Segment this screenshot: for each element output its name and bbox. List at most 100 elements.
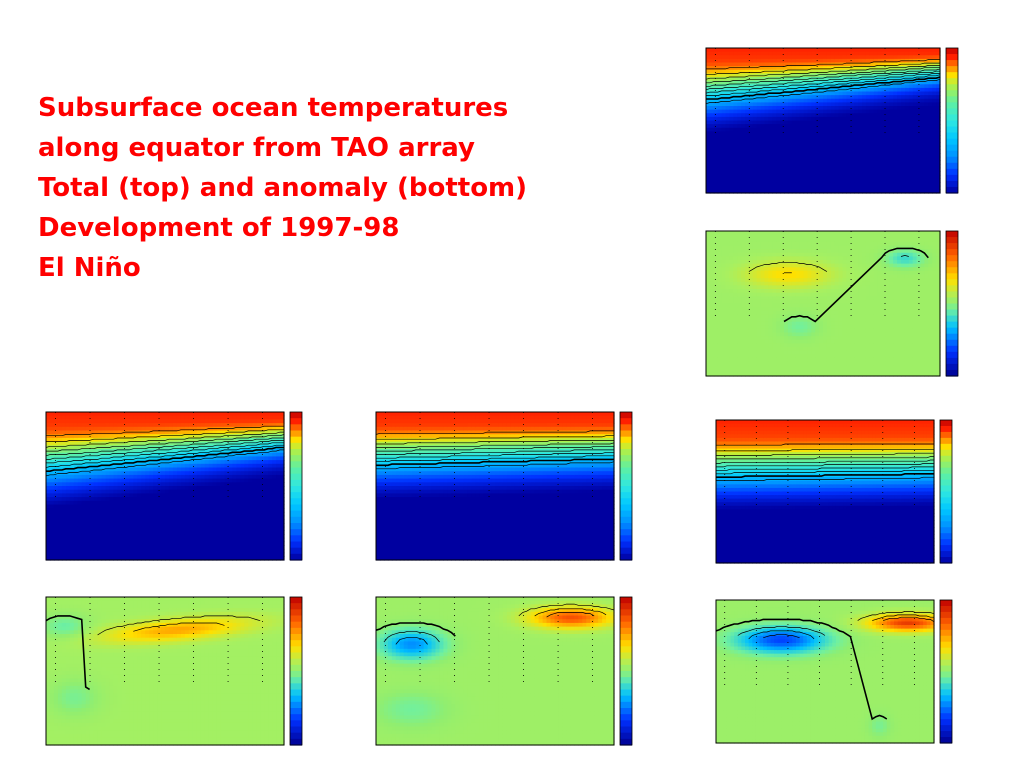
panel-1-cell [889,145,894,151]
panel-2-cell [756,267,762,272]
panel-1-cell [897,55,902,60]
panel-1-cell [787,120,793,125]
panel-2-cell [881,357,886,363]
panel-2-cell [842,267,847,272]
panel-1-cell [764,84,769,89]
panel-2-cell [760,332,766,337]
panel-1-cell [924,91,929,96]
panel-1-cell [706,189,711,194]
panel-2-cell [752,292,758,297]
panel-2-cell [760,285,766,290]
panel-2-cell [932,241,937,247]
panel-2-cell [776,263,781,268]
panel-2-cell [838,318,844,323]
panel-2-cell [904,267,910,272]
panel-2-cell [772,299,777,305]
panel-2-cell [807,285,812,290]
panel-1-cell [752,164,758,169]
panel-1-cell [819,164,824,169]
panel-1-cell [846,48,851,53]
panel-1-cell [760,174,766,180]
panel-1-cell [748,55,754,60]
panel-2-cell [916,314,922,319]
panel-1-cell [756,167,762,172]
panel-2-cell [807,278,812,283]
panel-1-cell [741,178,746,183]
panel-1-cell [932,164,937,169]
panel-2-cell [885,278,890,283]
panel-1-cell [834,109,840,114]
panel-2-cell [877,281,883,286]
panel-2-cell [776,281,781,286]
panel-1-cell [862,160,867,165]
panel-2-cell [854,256,859,261]
panel-2-cell [811,231,816,236]
panel-1-cell [854,127,859,132]
panel-1-cell [721,106,727,111]
panel-1-cell [784,189,789,194]
panel-1-cell [787,109,793,114]
panel-1-cell [791,135,797,140]
panel-2-cell [823,296,828,301]
panel-1-cell [830,55,836,60]
panel-2-cell [764,307,769,312]
panel-2-cell [873,372,879,377]
panel-2-cell [807,336,812,341]
panel-2-cell [756,234,762,239]
panel-1-cell [741,127,746,132]
panel-2-cell [725,368,730,373]
panel-1-cell [842,77,847,82]
panel-1-cell [912,106,918,111]
panel-2-cell [713,328,719,334]
panel-2-cell [873,299,879,305]
panel-2-cell [858,245,863,250]
panel-2-cell [920,354,925,359]
panel-1-cell [737,116,742,122]
panel-2-cell [916,292,922,297]
panel-1-cell [834,98,840,103]
panel-2-cell [709,292,715,297]
panel-1-cell [901,182,906,187]
panel-1-cell [893,95,898,100]
panel-2-cell [904,260,910,265]
panel-2-cell [846,339,851,344]
panel-1-cell [729,58,734,64]
panel-1-cell [706,174,711,180]
panel-1-cell [791,142,797,147]
panel-2-cell [904,347,910,352]
panel-2-cell [768,336,773,341]
panel-2-cell [741,332,746,337]
panel-2-cell [885,328,890,334]
panel-1-cell [901,87,906,93]
panel-2-cell [928,303,933,308]
panel-2-cell [709,365,715,370]
panel-1-cell [916,80,922,85]
panel-1-cell [760,124,766,129]
panel-2-cell [823,299,828,305]
panel-1-colorbar-seg [946,60,958,67]
panel-1-cell [901,185,906,190]
panel-2-cell [912,303,918,308]
panel-1-cell [850,164,855,169]
panel-1-cell [811,182,816,187]
panel-2-cell [799,350,805,355]
panel-1-cell [725,62,730,67]
panel-2-cell [858,241,863,247]
panel-2-cell [823,252,828,257]
panel-2-cell [932,321,937,326]
panel-2-cell [885,372,890,377]
panel-2-cell [897,270,902,276]
panel-1-cell [920,120,925,125]
panel-2-cell [717,245,723,250]
panel-2-cell [893,245,898,250]
panel-2-cell [803,368,808,373]
panel-1-cell [881,124,886,129]
panel-1-cell [784,91,789,96]
panel-1-cell [721,51,727,56]
panel-1-cell [737,120,742,125]
panel-1-cell [908,174,914,180]
panel-1-cell [713,58,719,64]
panel-2-cell [748,281,754,286]
panel-1-cell [764,62,769,67]
panel-2-cell [709,347,715,352]
